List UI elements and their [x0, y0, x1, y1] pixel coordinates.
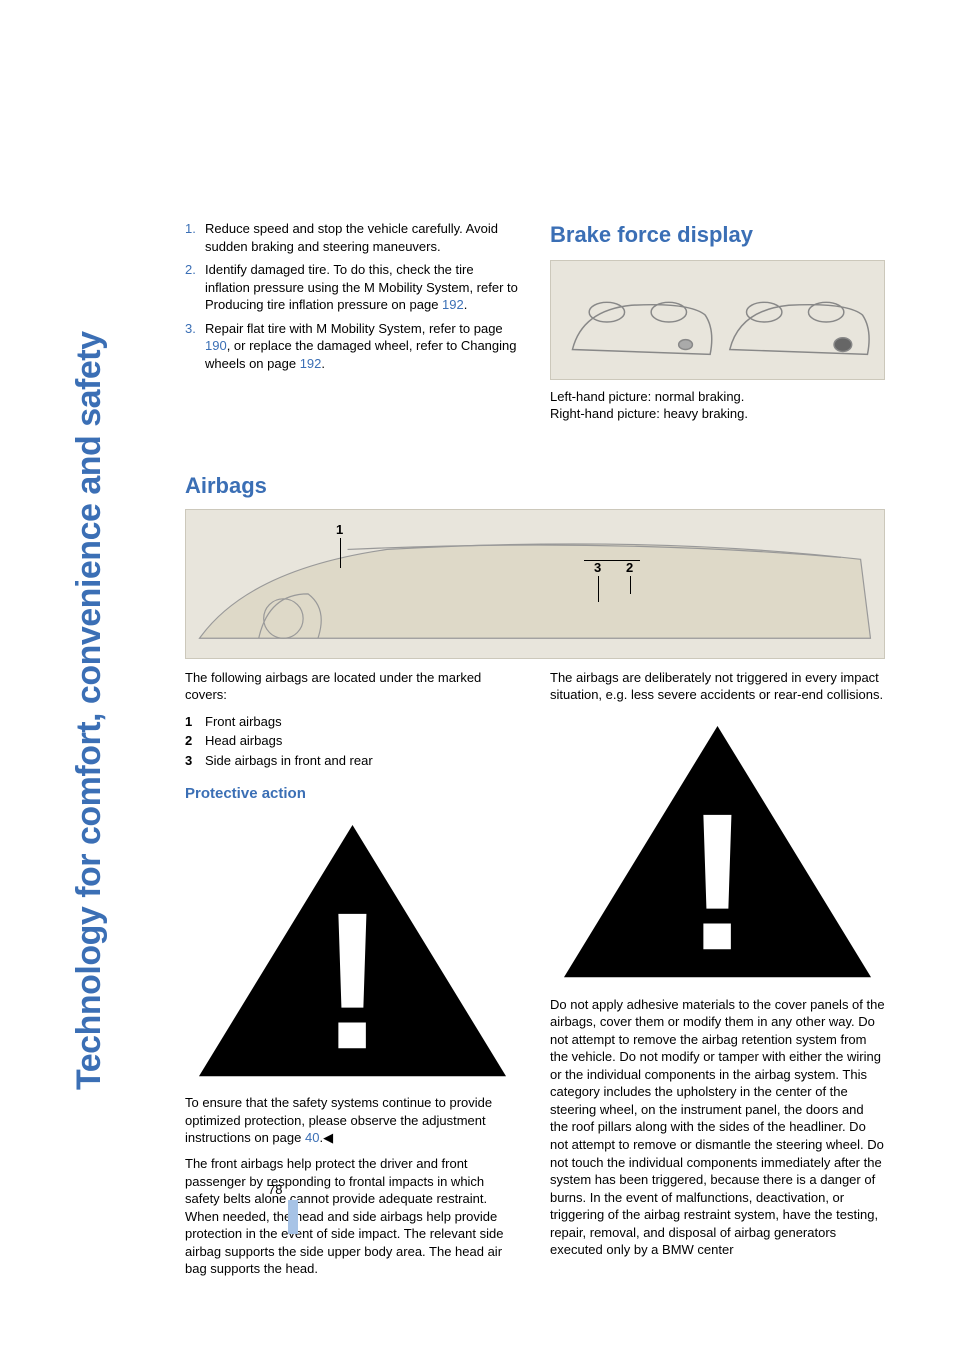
warn-right-text: Do not apply adhesive materials to the c…	[550, 997, 885, 1258]
top-right-col: Brake force display	[550, 220, 885, 423]
list-item: 3Side airbags in front and rear	[185, 751, 520, 771]
warning-icon: !	[550, 979, 885, 994]
page-number: 78	[268, 1182, 282, 1197]
callout-3: 3	[594, 560, 601, 575]
callout-2: 2	[626, 560, 633, 575]
warn-text-a: To ensure that the safety systems contin…	[185, 1095, 492, 1145]
airbags-image: 1 3 2	[185, 509, 885, 659]
right-para-a: The airbags are deliberately not trigger…	[550, 669, 885, 704]
step-text-c: .	[321, 356, 325, 371]
list-label: Head airbags	[205, 731, 282, 751]
callout-line	[340, 538, 341, 568]
brake-caption-b: Right-hand picture: heavy braking.	[550, 405, 885, 423]
step-text-a: Repair flat tire with M Mobility System,…	[205, 321, 503, 336]
protective-heading: Protective action	[185, 784, 520, 804]
step-text: Reduce speed and stop the vehicle carefu…	[205, 220, 520, 255]
brake-diagram-svg	[551, 261, 884, 379]
list-item: 1Front airbags	[185, 712, 520, 732]
svg-text:!: !	[685, 773, 750, 991]
side-tab-title: Technology for comfort, convenience and …	[70, 331, 109, 1090]
top-columns: 1. Reduce speed and stop the vehicle car…	[185, 220, 885, 423]
page-link[interactable]: 192	[442, 297, 464, 312]
brake-caption-a: Left-hand picture: normal braking.	[550, 388, 885, 406]
step-text-a: Identify damaged tire. To do this, check…	[205, 262, 518, 312]
page-marker	[288, 1200, 298, 1234]
step-text-b: , or replace the damaged wheel, refer to…	[205, 338, 517, 371]
step-number: 3.	[185, 320, 205, 373]
step-text: Repair flat tire with M Mobility System,…	[205, 320, 520, 373]
page-link[interactable]: 190	[205, 338, 227, 353]
step-text-b: .	[464, 297, 468, 312]
airbags-heading: Airbags	[185, 473, 885, 499]
list-num: 2	[185, 731, 205, 751]
step-2: 2. Identify damaged tire. To do this, ch…	[185, 261, 520, 314]
brake-force-image	[550, 260, 885, 380]
top-left-col: 1. Reduce speed and stop the vehicle car…	[185, 220, 520, 423]
warning-icon: !	[185, 1078, 520, 1093]
list-num: 1	[185, 712, 205, 732]
right-warning: ! Do not apply adhesive materials to the…	[550, 712, 885, 1259]
step-text: Identify damaged tire. To do this, check…	[205, 261, 520, 314]
step-number: 2.	[185, 261, 205, 314]
airbags-section: Airbags 1 3 2 The following airbags ar	[185, 473, 885, 1286]
list-label: Side airbags in front and rear	[205, 751, 373, 771]
brake-heading: Brake force display	[550, 220, 885, 250]
airbags-intro: The following airbags are located under …	[185, 669, 520, 704]
airbags-diagram-svg	[186, 510, 884, 658]
protective-warning: ! To ensure that the safety systems cont…	[185, 811, 520, 1147]
list-label: Front airbags	[205, 712, 282, 732]
step-1: 1. Reduce speed and stop the vehicle car…	[185, 220, 520, 255]
callout-1: 1	[336, 522, 343, 537]
list-num: 3	[185, 751, 205, 771]
procedure-steps: 1. Reduce speed and stop the vehicle car…	[185, 220, 520, 372]
callout-line	[630, 576, 631, 594]
svg-text:!: !	[320, 872, 385, 1090]
callout-line	[598, 576, 599, 602]
airbags-columns: The following airbags are located under …	[185, 669, 885, 1286]
step-number: 1.	[185, 220, 205, 255]
step-3: 3. Repair flat tire with M Mobility Syst…	[185, 320, 520, 373]
airbags-left-col: The following airbags are located under …	[185, 669, 520, 1286]
end-mark-icon: ◀	[323, 1130, 333, 1145]
page-link[interactable]: 192	[300, 356, 322, 371]
front-airbags-para: The front airbags help protect the drive…	[185, 1155, 520, 1278]
page-link[interactable]: 40	[305, 1130, 319, 1145]
main-content: 1. Reduce speed and stop the vehicle car…	[185, 220, 885, 1286]
callout-hline	[584, 560, 640, 561]
airbags-right-col: The airbags are deliberately not trigger…	[550, 669, 885, 1286]
list-item: 2Head airbags	[185, 731, 520, 751]
airbags-list: 1Front airbags 2Head airbags 3Side airba…	[185, 712, 520, 771]
